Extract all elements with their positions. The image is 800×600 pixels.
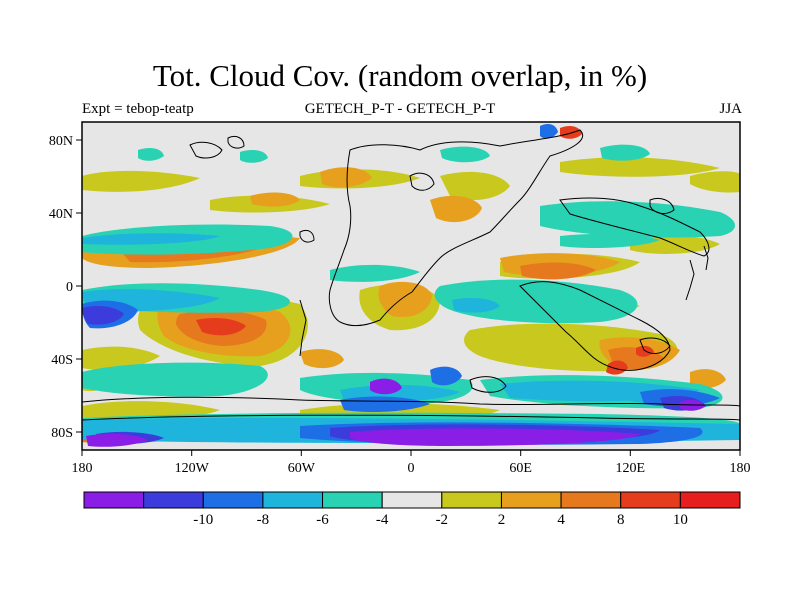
colorbar-label: -6 bbox=[316, 512, 329, 528]
season-label: JJA bbox=[719, 101, 742, 117]
colorbar-box bbox=[381, 491, 443, 509]
anomaly-purple-patches bbox=[86, 378, 706, 447]
latitude-axis: 80N 40N 0 40S 80S bbox=[49, 134, 73, 441]
model-label: GETECH_P-T - GETECH_P-T bbox=[304, 101, 496, 117]
colorbar-label: 8 bbox=[617, 512, 625, 528]
colorbar-box bbox=[500, 491, 562, 509]
lat-tick-label: 80N bbox=[49, 134, 73, 149]
map-title: Tot. Cloud Cov. (random overlap, in %) bbox=[152, 58, 648, 93]
colorbar: -10 -8 -6 -4 -2 2 4 8 10 bbox=[83, 491, 741, 528]
lat-tick-label: 40S bbox=[51, 353, 73, 368]
colorbar-label: 2 bbox=[498, 512, 506, 528]
lon-tick-label: 180 bbox=[730, 461, 751, 476]
colorbar-label: 4 bbox=[557, 512, 565, 528]
map-panel bbox=[82, 122, 740, 450]
colorbar-label: 10 bbox=[673, 512, 688, 528]
lat-tick-label: 80S bbox=[51, 426, 73, 441]
colorbar-box bbox=[202, 491, 264, 509]
lat-tick-label: 40N bbox=[49, 207, 73, 222]
lat-tick-label: 0 bbox=[66, 280, 73, 295]
colorbar-box bbox=[441, 491, 502, 509]
colorbar-box bbox=[262, 491, 324, 509]
coastlines bbox=[82, 129, 740, 421]
colorbar-box bbox=[322, 491, 383, 509]
colorbar-label: -4 bbox=[376, 512, 389, 528]
colorbar-label: -10 bbox=[193, 512, 213, 528]
lon-tick-label: 120W bbox=[175, 461, 210, 476]
lon-tick-label: 60E bbox=[509, 461, 532, 476]
lon-tick-label: 120E bbox=[616, 461, 646, 476]
lon-tick-label: 180 bbox=[72, 461, 93, 476]
colorbar-box bbox=[143, 491, 204, 509]
tick-marks bbox=[76, 139, 741, 456]
colorbar-labels: -10 -8 -6 -4 -2 2 4 8 10 bbox=[193, 512, 688, 528]
colorbar-box bbox=[560, 491, 622, 509]
colorbar-boxes bbox=[83, 491, 741, 509]
colorbar-box bbox=[83, 491, 145, 509]
colorbar-box bbox=[620, 491, 681, 509]
colorbar-label: -8 bbox=[257, 512, 270, 528]
longitude-axis: 180 120W 60W 0 60E 120E 180 bbox=[72, 461, 751, 476]
colorbar-box bbox=[679, 491, 741, 509]
lon-tick-label: 60W bbox=[288, 461, 316, 476]
experiment-label: Expt = tebop-teatp bbox=[82, 101, 194, 117]
lon-tick-label: 0 bbox=[408, 461, 415, 476]
anomaly-red-patches bbox=[196, 126, 654, 375]
colorbar-label: -2 bbox=[436, 512, 449, 528]
